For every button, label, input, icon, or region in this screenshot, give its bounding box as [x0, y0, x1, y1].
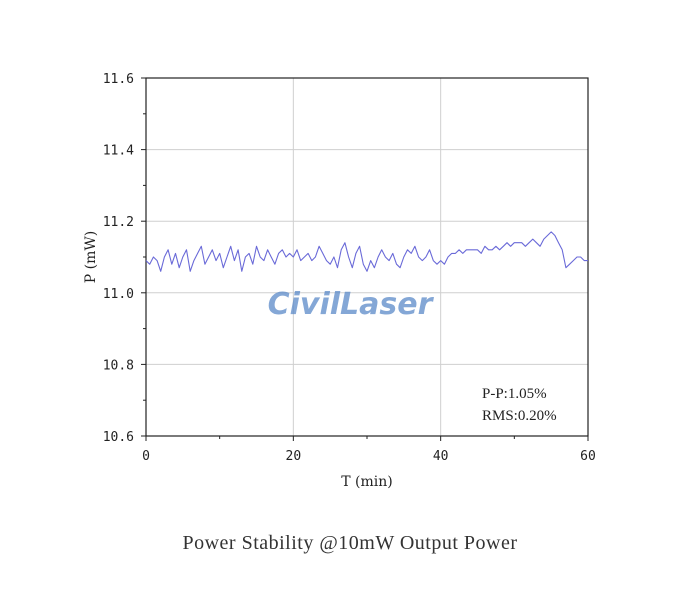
- x-tick-label: 0: [142, 449, 150, 464]
- annotation-pp: P-P:1.05%: [482, 386, 547, 402]
- plot-frame: [145, 77, 589, 437]
- x-tick-label: 60: [580, 449, 596, 464]
- watermark-logo: CivilLaser: [268, 287, 435, 322]
- y-tick-label: 10.6: [103, 430, 134, 445]
- x-tick-label: 40: [433, 449, 449, 464]
- y-tick-label: 11.0: [103, 287, 134, 302]
- grid-lines: [146, 78, 588, 436]
- series-layer: [145, 231, 588, 272]
- y-tick-label: 10.8: [103, 358, 134, 373]
- y-tick-label: 11.4: [103, 144, 134, 159]
- figure-caption: Power Stability @10mW Output Power: [182, 532, 518, 554]
- y-tick-label: 11.2: [103, 215, 134, 230]
- y-tick-label: 11.6: [103, 72, 134, 87]
- axis-ticks: 0 20 40 60 10.6 10.8 11.0 11.2 11.4 11.6: [103, 72, 596, 464]
- x-axis-title: T (min): [341, 474, 392, 490]
- annotation-rms: RMS:0.20%: [482, 408, 557, 424]
- series-line: [145, 231, 588, 272]
- x-tick-label: 20: [286, 449, 302, 464]
- y-axis-title: P (mW): [83, 231, 99, 283]
